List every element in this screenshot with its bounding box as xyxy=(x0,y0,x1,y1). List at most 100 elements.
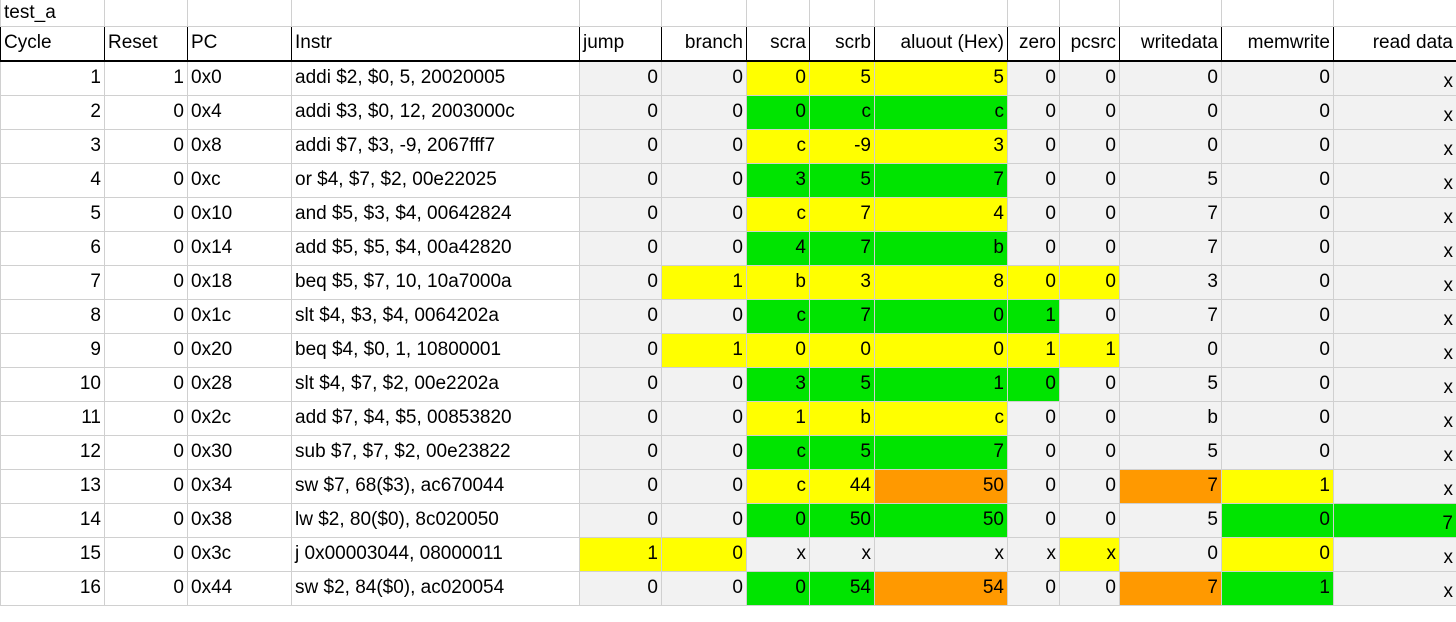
cell-cycle[interactable]: 2 xyxy=(0,94,105,130)
cell-jump[interactable]: 0 xyxy=(579,128,662,164)
cell-pc[interactable]: 0x28 xyxy=(187,366,292,402)
cell-instr[interactable]: or $4, $7, $2, 00e22025 xyxy=(291,162,580,198)
cell-pcsrc[interactable]: 0 xyxy=(1059,60,1120,96)
cell-read-data[interactable]: x xyxy=(1333,60,1456,96)
cell-memwrite[interactable]: 0 xyxy=(1221,196,1334,232)
cell-writedata[interactable]: 3 xyxy=(1119,264,1222,300)
cell-zero[interactable]: 0 xyxy=(1007,196,1060,232)
cell-pc[interactable]: 0x18 xyxy=(187,264,292,300)
cell-pcsrc[interactable]: 1 xyxy=(1059,332,1120,368)
empty-cell[interactable] xyxy=(874,0,1008,27)
cell-memwrite[interactable]: 0 xyxy=(1221,128,1334,164)
cell-instr[interactable]: sw $2, 84($0), ac020054 xyxy=(291,570,580,606)
cell-cycle[interactable]: 10 xyxy=(0,366,105,402)
cell-jump[interactable]: 0 xyxy=(579,502,662,538)
cell-scrb[interactable]: b xyxy=(809,400,875,436)
cell-reset[interactable]: 0 xyxy=(104,400,188,436)
empty-cell[interactable] xyxy=(1221,0,1334,27)
empty-cell[interactable] xyxy=(746,0,810,27)
cell-pcsrc[interactable]: 0 xyxy=(1059,366,1120,402)
cell-pcsrc[interactable]: 0 xyxy=(1059,298,1120,334)
cell-read-data[interactable]: x xyxy=(1333,536,1456,572)
cell-cycle[interactable]: 11 xyxy=(0,400,105,436)
empty-cell[interactable] xyxy=(104,0,188,27)
cell-scra[interactable]: c xyxy=(746,298,810,334)
cell-jump[interactable]: 0 xyxy=(579,332,662,368)
cell-reset[interactable]: 0 xyxy=(104,468,188,504)
cell-scra[interactable]: 0 xyxy=(746,94,810,130)
cell-pc[interactable]: 0x2c xyxy=(187,400,292,436)
cell-pcsrc[interactable]: 0 xyxy=(1059,502,1120,538)
cell-jump[interactable]: 0 xyxy=(579,400,662,436)
cell-aluout[interactable]: b xyxy=(874,230,1008,266)
cell-cycle[interactable]: 7 xyxy=(0,264,105,300)
cell-memwrite[interactable]: 0 xyxy=(1221,230,1334,266)
cell-cycle[interactable]: 5 xyxy=(0,196,105,232)
cell-pcsrc[interactable]: 0 xyxy=(1059,434,1120,470)
cell-pcsrc[interactable]: 0 xyxy=(1059,468,1120,504)
cell-scrb[interactable]: 54 xyxy=(809,570,875,606)
cell-aluout[interactable]: 5 xyxy=(874,60,1008,96)
cell-branch[interactable]: 0 xyxy=(661,536,747,572)
header-cell-reset[interactable]: Reset xyxy=(104,25,188,62)
cell-aluout[interactable]: 0 xyxy=(874,332,1008,368)
cell-scra[interactable]: 3 xyxy=(746,366,810,402)
header-cell-writedata[interactable]: writedata xyxy=(1119,25,1222,62)
cell-cycle[interactable]: 12 xyxy=(0,434,105,470)
cell-memwrite[interactable]: 1 xyxy=(1221,570,1334,606)
cell-scra[interactable]: 0 xyxy=(746,570,810,606)
cell-jump[interactable]: 0 xyxy=(579,94,662,130)
cell-scra[interactable]: 0 xyxy=(746,332,810,368)
cell-aluout[interactable]: 50 xyxy=(874,502,1008,538)
empty-cell[interactable] xyxy=(291,0,580,27)
cell-pc[interactable]: 0x3c xyxy=(187,536,292,572)
cell-writedata[interactable]: 7 xyxy=(1119,468,1222,504)
cell-memwrite[interactable]: 0 xyxy=(1221,162,1334,198)
cell-branch[interactable]: 0 xyxy=(661,128,747,164)
cell-pcsrc[interactable]: 0 xyxy=(1059,162,1120,198)
cell-pc[interactable]: 0x4 xyxy=(187,94,292,130)
empty-cell[interactable] xyxy=(809,0,875,27)
cell-branch[interactable]: 1 xyxy=(661,332,747,368)
cell-writedata[interactable]: 0 xyxy=(1119,536,1222,572)
cell-cycle[interactable]: 16 xyxy=(0,570,105,606)
cell-pc[interactable]: 0x38 xyxy=(187,502,292,538)
cell-read-data[interactable]: 7 xyxy=(1333,502,1456,538)
cell-pc[interactable]: 0x0 xyxy=(187,60,292,96)
cell-scrb[interactable]: 5 xyxy=(809,60,875,96)
cell-writedata[interactable]: 0 xyxy=(1119,128,1222,164)
cell-read-data[interactable]: x xyxy=(1333,332,1456,368)
empty-cell[interactable] xyxy=(1119,0,1222,27)
cell-scra[interactable]: c xyxy=(746,468,810,504)
cell-reset[interactable]: 0 xyxy=(104,536,188,572)
cell-cycle[interactable]: 1 xyxy=(0,60,105,96)
cell-zero[interactable]: 0 xyxy=(1007,162,1060,198)
cell-jump[interactable]: 0 xyxy=(579,60,662,96)
cell-zero[interactable]: 0 xyxy=(1007,264,1060,300)
cell-instr[interactable]: addi $3, $0, 12, 2003000c xyxy=(291,94,580,130)
cell-jump[interactable]: 0 xyxy=(579,230,662,266)
cell-aluout[interactable]: 3 xyxy=(874,128,1008,164)
cell-zero[interactable]: 0 xyxy=(1007,366,1060,402)
cell-pc[interactable]: 0x10 xyxy=(187,196,292,232)
empty-cell[interactable] xyxy=(579,0,662,27)
empty-cell[interactable] xyxy=(187,0,292,27)
cell-memwrite[interactable]: 1 xyxy=(1221,468,1334,504)
cell-writedata[interactable]: 7 xyxy=(1119,570,1222,606)
cell-instr[interactable]: lw $2, 80($0), 8c020050 xyxy=(291,502,580,538)
cell-aluout[interactable]: c xyxy=(874,94,1008,130)
cell-pcsrc[interactable]: 0 xyxy=(1059,128,1120,164)
cell-memwrite[interactable]: 0 xyxy=(1221,366,1334,402)
empty-cell[interactable] xyxy=(1059,0,1120,27)
cell-branch[interactable]: 0 xyxy=(661,94,747,130)
cell-cycle[interactable]: 4 xyxy=(0,162,105,198)
cell-branch[interactable]: 0 xyxy=(661,298,747,334)
cell-pcsrc[interactable]: 0 xyxy=(1059,196,1120,232)
header-cell-pcsrc[interactable]: pcsrc xyxy=(1059,25,1120,62)
cell-reset[interactable]: 0 xyxy=(104,332,188,368)
cell-instr[interactable]: addi $2, $0, 5, 20020005 xyxy=(291,60,580,96)
cell-zero[interactable]: 1 xyxy=(1007,298,1060,334)
cell-scra[interactable]: c xyxy=(746,196,810,232)
cell-writedata[interactable]: 5 xyxy=(1119,502,1222,538)
cell-branch[interactable]: 0 xyxy=(661,570,747,606)
